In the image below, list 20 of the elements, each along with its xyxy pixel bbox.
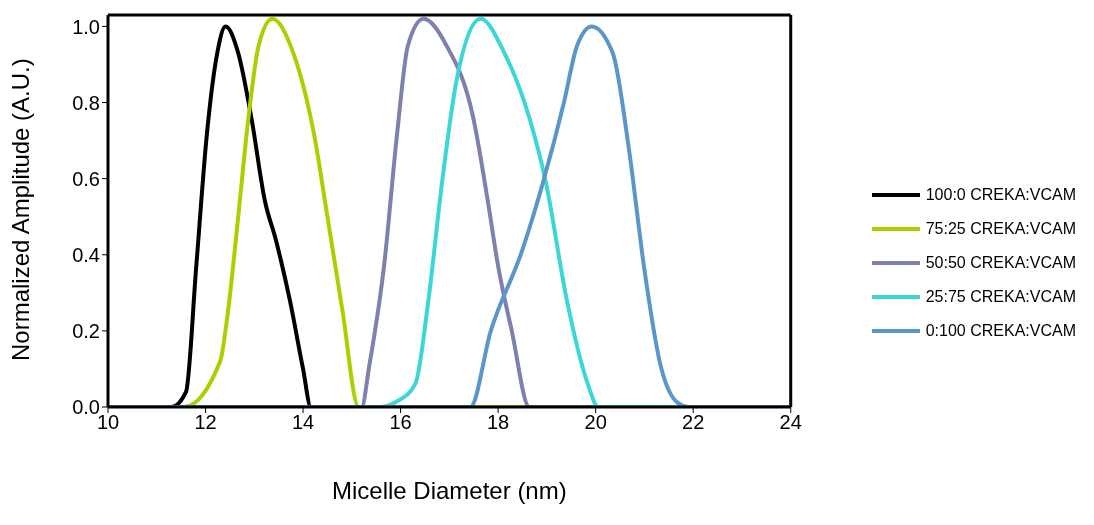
y-tick-label: 0.8 — [72, 91, 100, 114]
y-tick-label: 0.4 — [72, 243, 100, 266]
x-tick-label: 18 — [487, 411, 510, 434]
legend-label: 75:25 CREKA:VCAM — [925, 218, 1076, 239]
y-tick-label: 0.0 — [72, 396, 100, 419]
x-tick-label: 14 — [291, 411, 315, 434]
y-tick-label: 0.6 — [72, 167, 100, 190]
x-tick-label: 12 — [194, 411, 217, 434]
x-tick-label: 16 — [389, 411, 412, 434]
x-tick-label: 24 — [779, 411, 802, 434]
legend-label: 50:50 CREKA:VCAM — [925, 252, 1076, 273]
y-axis-title: Normalized Amplitude (A.U.) — [6, 58, 34, 361]
legend-label: 100:0 CREKA:VCAM — [925, 184, 1076, 205]
y-tick-label: 0.2 — [72, 319, 100, 342]
legend-label: 25:75 CREKA:VCAM — [925, 286, 1076, 307]
x-tick-label: 20 — [584, 411, 607, 434]
x-tick-label: 22 — [682, 411, 705, 434]
x-axis-title: Micelle Diameter (nm) — [332, 477, 567, 504]
legend-label: 0:100 CREKA:VCAM — [925, 320, 1076, 341]
y-tick-label: 1.0 — [72, 15, 100, 38]
